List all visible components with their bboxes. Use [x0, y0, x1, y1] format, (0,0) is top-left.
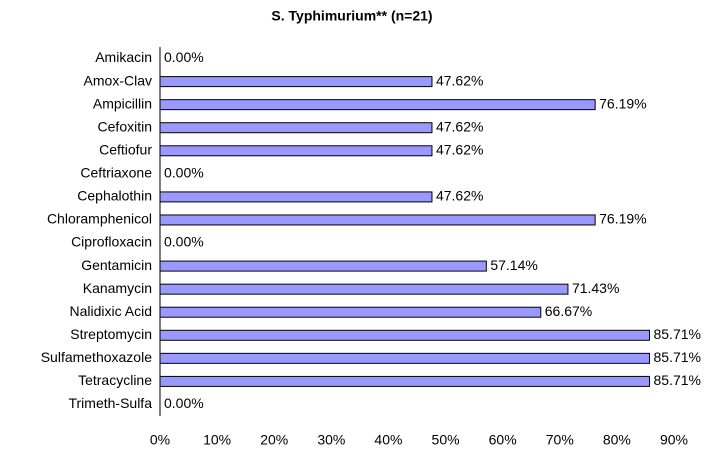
value-label: 71.43% [572, 280, 619, 296]
y-tick-label: Cephalothin [77, 188, 152, 204]
value-label: 47.62% [436, 72, 483, 88]
bar [159, 99, 596, 111]
y-tick-label: Sulfamethoxazole [41, 349, 153, 365]
value-label: 57.14% [490, 257, 537, 273]
value-label: 85.71% [653, 349, 700, 365]
bar [159, 352, 650, 364]
x-tick-label: 80% [603, 432, 631, 448]
y-tick-label: Cefoxitin [98, 118, 152, 134]
x-tick-label: 30% [317, 432, 345, 448]
value-label: 85.71% [653, 372, 700, 388]
value-label: 0.00% [164, 234, 204, 250]
y-tick-label: Streptomycin [70, 326, 152, 342]
bar [159, 76, 433, 88]
bar [159, 306, 542, 318]
y-tick-label: Ceftriaxone [80, 165, 152, 181]
y-tick-label: Ampicillin [93, 95, 152, 111]
value-label: 47.62% [436, 118, 483, 134]
value-label: 47.62% [436, 141, 483, 157]
x-tick-label: 10% [203, 432, 231, 448]
y-tick-label: Trimeth-Sulfa [68, 395, 152, 411]
x-tick-label: 0% [150, 432, 170, 448]
x-tick-label: 50% [432, 432, 460, 448]
value-label: 85.71% [653, 326, 700, 342]
bar [159, 260, 487, 272]
bar [159, 375, 650, 387]
bar [159, 145, 433, 157]
value-label: 0.00% [164, 395, 204, 411]
x-tick-label: 60% [489, 432, 517, 448]
y-tick-label: Amikacin [95, 49, 152, 65]
bar [159, 122, 433, 134]
y-tick-label: Ciprofloxacin [71, 234, 152, 250]
bar [159, 191, 433, 203]
value-label: 0.00% [164, 49, 204, 65]
x-tick-label: 70% [546, 432, 574, 448]
bar [159, 283, 569, 295]
y-tick-label: Ceftiofur [99, 141, 152, 157]
y-tick-label: Chloramphenicol [47, 211, 152, 227]
bar [159, 329, 650, 341]
value-label: 47.62% [436, 188, 483, 204]
y-tick-label: Kanamycin [83, 280, 152, 296]
y-tick-label: Tetracycline [78, 372, 152, 388]
value-label: 66.67% [545, 303, 592, 319]
x-tick-label: 90% [660, 432, 688, 448]
x-tick-label: 20% [260, 432, 288, 448]
y-tick-label: Gentamicin [81, 257, 152, 273]
value-label: 76.19% [599, 95, 646, 111]
x-tick-label: 40% [374, 432, 402, 448]
y-tick-label: Amox-Clav [84, 72, 152, 88]
value-label: 76.19% [599, 211, 646, 227]
value-label: 0.00% [164, 165, 204, 181]
bar [159, 214, 596, 226]
y-tick-label: Nalidixic Acid [70, 303, 152, 319]
chart-title: S. Typhimurium** (n=21) [271, 8, 432, 24]
